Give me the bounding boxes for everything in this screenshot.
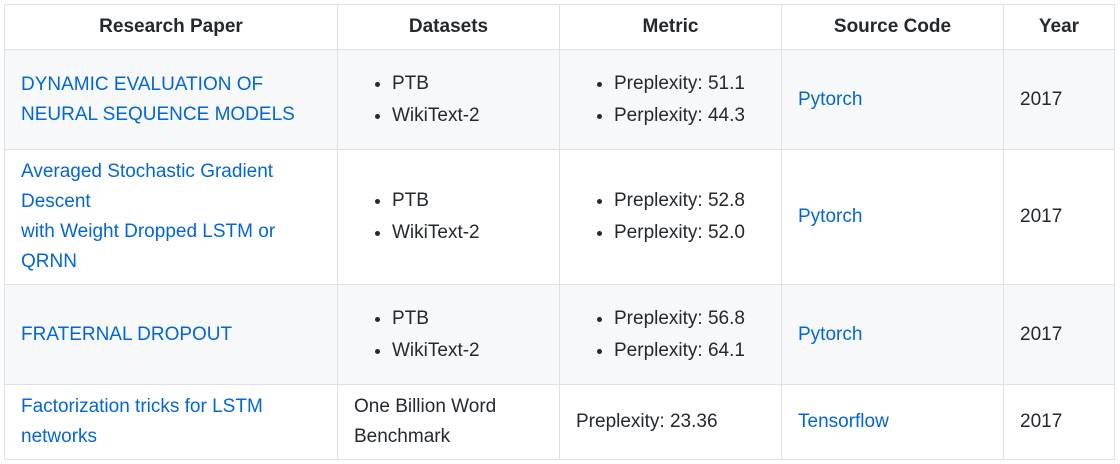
year-cell: 2017 (1003, 284, 1115, 385)
datasets-list: PTB WikiText-2 (354, 186, 543, 248)
source-code-link[interactable]: Pytorch (798, 88, 863, 110)
paper-link[interactable]: FRATERNAL DROPOUT (21, 323, 233, 345)
source-code-link[interactable]: Tensorflow (798, 411, 889, 432)
year-cell: 2017 (1003, 384, 1115, 460)
metrics-list: Preplexity: 51.1 Perplexity: 44.3 (576, 69, 765, 131)
datasets-cell: PTB WikiText-2 (337, 149, 560, 285)
source-code-link[interactable]: Pytorch (798, 206, 863, 227)
paper-cell: Averaged Stochastic Gradient Descent with… (4, 149, 338, 285)
datasets-list: PTB WikiText-2 (354, 69, 543, 131)
paper-cell: DYNAMIC EVALUATION OF NEURAL SEQUENCE MO… (4, 49, 338, 150)
list-item: WikiText-2 (392, 101, 543, 131)
year-cell: 2017 (1003, 49, 1115, 150)
list-item: Perplexity: 52.0 (614, 218, 765, 248)
metric-cell: Preplexity: 23.36 (559, 384, 782, 460)
paper-cell: FRATERNAL DROPOUT (4, 284, 338, 385)
list-item: PTB (392, 69, 543, 99)
datasets-list: PTB WikiText-2 (354, 304, 543, 366)
header-research-paper: Research Paper (4, 4, 338, 50)
table-row: Averaged Stochastic Gradient Descent with… (4, 149, 1115, 285)
header-year: Year (1003, 4, 1115, 50)
paper-link-line: Averaged Stochastic Gradient Descent (21, 161, 274, 212)
table-row: FRATERNAL DROPOUT PTB WikiText-2 Preplex… (4, 284, 1115, 385)
table-row: DYNAMIC EVALUATION OF NEURAL SEQUENCE MO… (4, 49, 1115, 150)
source-code-link[interactable]: Pytorch (798, 323, 863, 345)
list-item: Preplexity: 51.1 (614, 69, 765, 99)
list-item: Preplexity: 56.8 (614, 304, 765, 334)
list-item: WikiText-2 (392, 336, 543, 366)
paper-link[interactable]: Factorization tricks for LSTM networks (21, 396, 263, 447)
list-item: WikiText-2 (392, 218, 543, 248)
code-cell: Pytorch (781, 149, 1004, 285)
paper-link[interactable]: Averaged Stochastic Gradient Descent with… (21, 161, 275, 272)
code-cell: Pytorch (781, 49, 1004, 150)
paper-link[interactable]: DYNAMIC EVALUATION OF NEURAL SEQUENCE MO… (21, 73, 295, 125)
code-cell: Pytorch (781, 284, 1004, 385)
list-item: PTB (392, 304, 543, 334)
header-source-code: Source Code (781, 4, 1004, 50)
paper-link-line: with Weight Dropped LSTM or QRNN (21, 221, 276, 272)
table-header-row: Research Paper Datasets Metric Source Co… (4, 4, 1115, 50)
datasets-cell: PTB WikiText-2 (337, 49, 560, 150)
list-item: Preplexity: 52.8 (614, 186, 765, 216)
code-cell: Tensorflow (781, 384, 1004, 460)
table-row: Factorization tricks for LSTM networks O… (4, 384, 1115, 460)
list-item: PTB (392, 186, 543, 216)
metrics-list: Preplexity: 56.8 Perplexity: 64.1 (576, 304, 765, 366)
list-item: Perplexity: 64.1 (614, 336, 765, 366)
metric-cell: Preplexity: 52.8 Perplexity: 52.0 (559, 149, 782, 285)
paper-cell: Factorization tricks for LSTM networks (4, 384, 338, 460)
datasets-cell: PTB WikiText-2 (337, 284, 560, 385)
papers-table: Research Paper Datasets Metric Source Co… (4, 4, 1115, 460)
year-cell: 2017 (1003, 149, 1115, 285)
metrics-list: Preplexity: 52.8 Perplexity: 52.0 (576, 186, 765, 248)
metric-cell: Preplexity: 56.8 Perplexity: 64.1 (559, 284, 782, 385)
list-item: Perplexity: 44.3 (614, 101, 765, 131)
header-metric: Metric (559, 4, 782, 50)
metric-cell: Preplexity: 51.1 Perplexity: 44.3 (559, 49, 782, 150)
datasets-cell: One Billion Word Benchmark (337, 384, 560, 460)
header-datasets: Datasets (337, 4, 560, 50)
